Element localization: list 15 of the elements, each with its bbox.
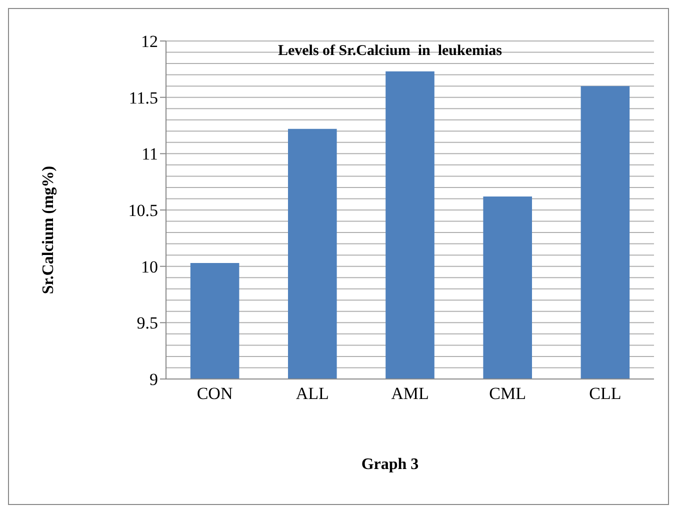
y-tick-label: 11 <box>142 144 158 164</box>
y-tick-label: 11.5 <box>128 88 158 108</box>
chart-title: Levels of Sr.Calcium in leukemias <box>278 43 502 59</box>
y-tick-label: 10 <box>141 257 158 276</box>
x-tick-label: CON <box>196 384 233 404</box>
x-tick-label: CML <box>489 384 526 404</box>
y-tick-label: 9.5 <box>136 314 158 333</box>
y-tick-label: 9 <box>150 370 158 390</box>
x-tick-label: AML <box>391 384 429 404</box>
x-axis-title: Graph 3 <box>360 456 420 474</box>
x-tick-label: ALL <box>296 384 329 404</box>
y-tick-label: 10.5 <box>128 201 158 220</box>
y-axis-title: Sr.Calcium (mg%) <box>40 166 58 294</box>
y-tick-label: 12 <box>141 32 158 52</box>
x-tick-label: CLL <box>589 384 622 404</box>
